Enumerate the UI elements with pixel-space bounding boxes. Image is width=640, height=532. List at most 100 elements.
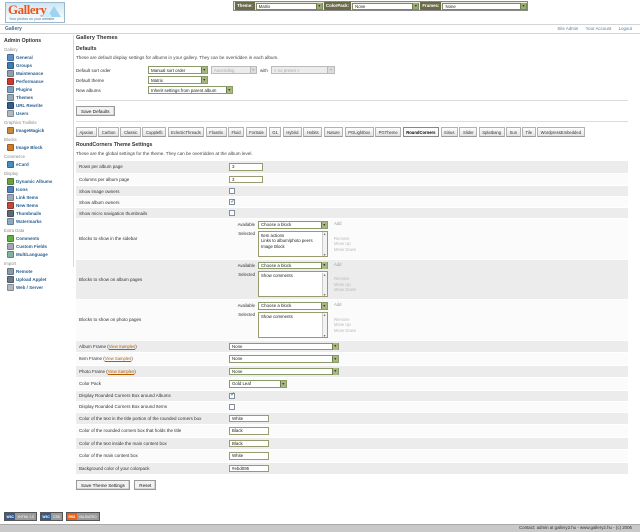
- tab-splatbang[interactable]: Splatbang: [478, 127, 505, 137]
- sidebar-item-upload-applet[interactable]: Upload Applet: [7, 275, 70, 283]
- sidebar-item-icons[interactable]: Icons: [7, 185, 70, 193]
- sidebar-item-comments[interactable]: Comments: [7, 234, 70, 242]
- validation-badge[interactable]: W3C XHTML 1.0: [4, 512, 37, 521]
- list-item[interactable]: Image Block: [261, 243, 285, 249]
- save-defaults-button[interactable]: Save Defaults: [76, 106, 115, 116]
- view-samples-link[interactable]: View Samples: [107, 368, 135, 374]
- preset-select[interactable]: < no preset > ▼: [270, 66, 335, 74]
- theme-selector[interactable]: Matrix ▼: [255, 2, 323, 10]
- available-block-select[interactable]: Choose a block ▼: [258, 302, 328, 310]
- color-text-input[interactable]: Black: [229, 439, 269, 447]
- logout-link[interactable]: Logout: [618, 26, 632, 31]
- reset-button[interactable]: Reset: [134, 480, 157, 490]
- view-samples-link[interactable]: View Samples: [108, 343, 136, 349]
- color-text-input[interactable]: White: [229, 414, 269, 422]
- sidebar-item-remote[interactable]: Remote: [7, 267, 70, 275]
- remove-block-button[interactable]: Remove: [334, 276, 350, 282]
- move-up-button[interactable]: Move Up: [334, 281, 351, 287]
- setting-text-input[interactable]: 3: [229, 175, 263, 183]
- save-theme-settings-button[interactable]: Save Theme Settings: [76, 480, 130, 490]
- move-down-button[interactable]: Move Down: [334, 327, 357, 333]
- tab-ajaxian[interactable]: Ajaxian: [76, 127, 97, 137]
- setting-checkbox[interactable]: [229, 403, 235, 410]
- sidebar-item-new-items[interactable]: New Items: [7, 201, 70, 209]
- tab-eclecticthreads[interactable]: EclecticThreads: [167, 127, 205, 137]
- selected-blocks-listbox[interactable]: Show comments: [258, 271, 328, 297]
- site-admin-link[interactable]: Site Admin: [557, 26, 579, 31]
- default-sort-order-select[interactable]: Manual sort order ▼: [148, 66, 208, 74]
- setting-text-input[interactable]: 3: [229, 163, 263, 171]
- tab-slider[interactable]: Slider: [459, 127, 478, 137]
- scrollbar[interactable]: [321, 272, 327, 296]
- frame-select[interactable]: None ▼: [229, 355, 339, 363]
- remove-block-button[interactable]: Remove: [334, 235, 350, 241]
- move-up-button[interactable]: Move Up: [334, 241, 351, 247]
- sidebar-item-plugins[interactable]: Plugins: [7, 85, 70, 93]
- sidebar-item-link-items[interactable]: Link Items: [7, 193, 70, 201]
- sidebar-item-users[interactable]: Users: [7, 109, 70, 117]
- tab-nature[interactable]: Nature: [323, 127, 344, 137]
- add-block-button[interactable]: Add: [334, 261, 342, 267]
- sidebar-item-ecard[interactable]: eCard: [7, 160, 70, 168]
- setting-checkbox[interactable]: [229, 210, 235, 216]
- tab-tile[interactable]: Tile: [522, 127, 536, 137]
- selected-blocks-listbox[interactable]: Show comments: [258, 311, 328, 338]
- tab-wordpressembedded[interactable]: WordpressEmbedded: [537, 127, 585, 137]
- sidebar-item-url-rewrite[interactable]: URL Rewrite: [7, 101, 70, 109]
- color-text-input[interactable]: White: [229, 452, 269, 460]
- list-item[interactable]: Show comments: [261, 273, 293, 278]
- gallery-logo[interactable]: Gallery Your photos on your website: [5, 2, 65, 23]
- sidebar-item-watermarks[interactable]: Watermarks: [7, 217, 70, 225]
- tab-carbon[interactable]: Carbon: [98, 127, 119, 137]
- frame-select[interactable]: None ▼: [229, 342, 339, 350]
- list-item[interactable]: Show comments: [261, 313, 293, 319]
- available-block-select[interactable]: Choose a block ▼: [258, 261, 328, 269]
- tab-pgtheme[interactable]: PGTheme: [375, 127, 402, 137]
- setting-checkbox[interactable]: [229, 392, 235, 399]
- list-item[interactable]: Links to album/photo peers: [261, 238, 313, 244]
- list-item[interactable]: Item actions: [261, 232, 285, 238]
- move-down-button[interactable]: Move Down: [334, 287, 357, 293]
- scrollbar[interactable]: [321, 313, 327, 337]
- tab-g1[interactable]: G1: [268, 127, 282, 137]
- tab-cupplefit[interactable]: Cupplefit: [142, 127, 166, 137]
- view-samples-link[interactable]: View Samples: [104, 356, 132, 362]
- sidebar-item-image-block[interactable]: Image Block: [7, 143, 70, 151]
- remove-block-button[interactable]: Remove: [334, 316, 350, 322]
- move-up-button[interactable]: Move Up: [334, 322, 351, 328]
- sidebar-item-performance[interactable]: Performance: [7, 77, 70, 85]
- setting-checkbox[interactable]: [229, 199, 235, 206]
- tab-forsale[interactable]: ForSale: [245, 127, 268, 137]
- add-block-button[interactable]: Add: [334, 302, 342, 307]
- tab-classic[interactable]: Classic: [120, 127, 141, 137]
- new-albums-select[interactable]: Inherit settings from parent album ▼: [148, 86, 233, 94]
- sidebar-item-themes[interactable]: Themes: [7, 93, 70, 101]
- available-block-select[interactable]: Choose a block ▼: [258, 221, 328, 229]
- colorpack-selector[interactable]: None ▼: [352, 2, 420, 10]
- sidebar-item-web-server[interactable]: Web / Server: [7, 283, 70, 291]
- color-text-input[interactable]: #ebd095: [229, 464, 269, 472]
- setting-checkbox[interactable]: [229, 188, 235, 194]
- move-down-button[interactable]: Move Down: [334, 246, 357, 252]
- color-text-input[interactable]: Black: [229, 427, 269, 435]
- frames-selector[interactable]: None ▼: [442, 2, 527, 10]
- add-block-button[interactable]: Add: [334, 221, 342, 226]
- sidebar-item-imagemagick[interactable]: ImageMagick: [7, 126, 70, 134]
- tab-sun[interactable]: Sun: [506, 127, 521, 137]
- tab-roundcorners[interactable]: RoundCorners: [402, 127, 439, 137]
- sidebar-item-general[interactable]: General: [7, 53, 70, 61]
- your-account-link[interactable]: Your Account: [585, 26, 612, 31]
- sidebar-item-thumbnails[interactable]: Thumbnails: [7, 209, 70, 217]
- sidebar-item-multilanguage[interactable]: MultiLanguage: [7, 250, 70, 258]
- tab-sirius[interactable]: Sirius: [440, 127, 458, 137]
- breadcrumb[interactable]: Gallery: [5, 26, 22, 32]
- tab-hybrid[interactable]: Hybrid: [282, 127, 302, 137]
- tab-hxbits[interactable]: Hxbits: [303, 127, 323, 137]
- sidebar-item-groups[interactable]: Groups: [7, 61, 70, 69]
- sidebar-item-maintenance[interactable]: Maintenance: [7, 69, 70, 77]
- tab-fluid[interactable]: Fluid: [228, 127, 245, 137]
- tab-pglightbox[interactable]: PGLightbox: [344, 127, 374, 137]
- selected-blocks-listbox[interactable]: Item actions Links to album/photo peers Im…: [258, 230, 328, 257]
- frame-select[interactable]: None ▼: [229, 367, 339, 375]
- validation-badge[interactable]: W3C CSS: [39, 512, 63, 521]
